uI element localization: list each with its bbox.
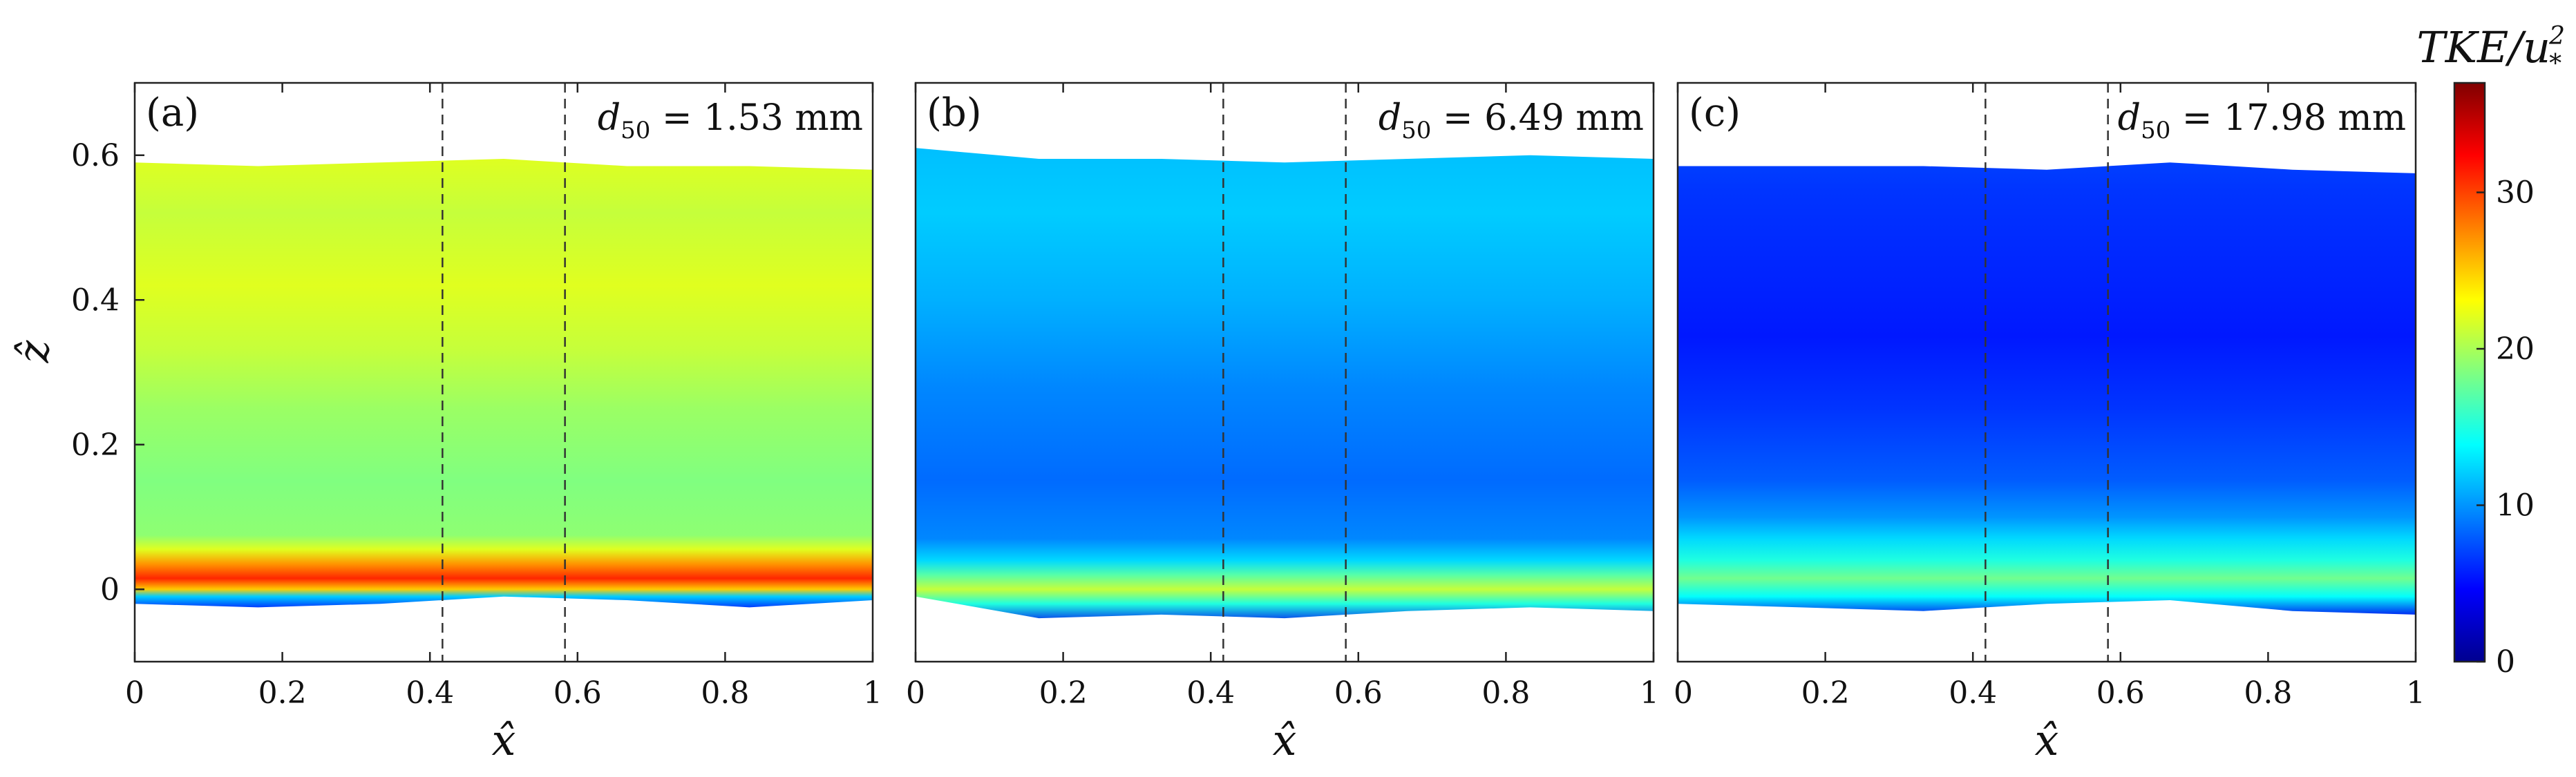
x-tick-label: 0.4 [1949,675,1997,711]
y-tick-label: 0.4 [71,282,120,318]
panel-c: 0 0.2 0.4 0.6 0.8 1 x̂ (c) d50 = 17.98 mm [1674,81,2425,765]
x-tick-label: 0 [125,675,144,711]
x-tick-label: 0 [1674,675,1693,711]
y-tick-label: 0.6 [71,138,120,173]
panel-b: 0 0.2 0.4 0.6 0.8 1 x̂ (b) d50 = 6.49 mm [906,81,1659,765]
x-tick-label: 1 [2406,675,2425,711]
x-tick-label: 0.2 [258,675,307,711]
x-tick-label: 1 [1640,675,1659,711]
y-tick-label: 0 [100,572,120,607]
colorbar: 0 10 20 30 TKE/u*2 [2416,22,2565,680]
colorbar-tick-label: 10 [2496,488,2535,524]
panel-label: (a) [146,90,199,135]
x-tick-label: 0.4 [1186,675,1235,711]
axes-frame [133,81,874,663]
panel-a: 0 0.2 0.4 0.6 0.8 1 0 0.2 0.4 0.6 x̂ ẑ (a) d50 = 1.53… [8,81,882,765]
colorbar-title: TKE/u*2 [2416,22,2565,78]
grain-size-annotation: d50 = 6.49 mm [1379,97,1644,144]
grain-size-annotation: d50 = 17.98 mm [2118,97,2406,144]
x-axis-label: x̂ [492,715,516,765]
grain-size-annotation: d50 = 1.53 mm [598,97,863,144]
axes-frame [914,81,1655,663]
x-tick-label: 1 [863,675,882,711]
colorbar-tick-label: 20 [2496,332,2535,367]
x-tick-label: 0.6 [1334,675,1383,711]
colorbar-tick-label: 30 [2496,175,2535,211]
x-tick-label: 0.8 [2244,675,2292,711]
x-tick-label: 0.8 [701,675,749,711]
tke-contour-field [135,159,873,608]
tke-contour-field [1678,162,2416,615]
colorbar-tick-label: 0 [2496,644,2515,680]
x-tick-label: 0.2 [1039,675,1088,711]
tke-contour-field [916,148,1654,619]
panel-label: (c) [1689,90,1741,135]
x-axis-label: x̂ [2035,715,2059,765]
panel-label: (b) [927,90,982,135]
y-tick-label: 0.2 [71,428,120,463]
y-axis-label: ẑ [8,340,59,363]
x-tick-label: 0.6 [2096,675,2145,711]
x-axis-label: x̂ [1273,715,1297,765]
axes-frame [1676,81,2417,663]
x-tick-label: 0.6 [553,675,602,711]
x-tick-label: 0.4 [406,675,454,711]
x-tick-label: 0 [906,675,925,711]
x-tick-label: 0.2 [1801,675,1850,711]
x-tick-label: 0.8 [1481,675,1530,711]
colorbar-gradient [2453,81,2486,663]
